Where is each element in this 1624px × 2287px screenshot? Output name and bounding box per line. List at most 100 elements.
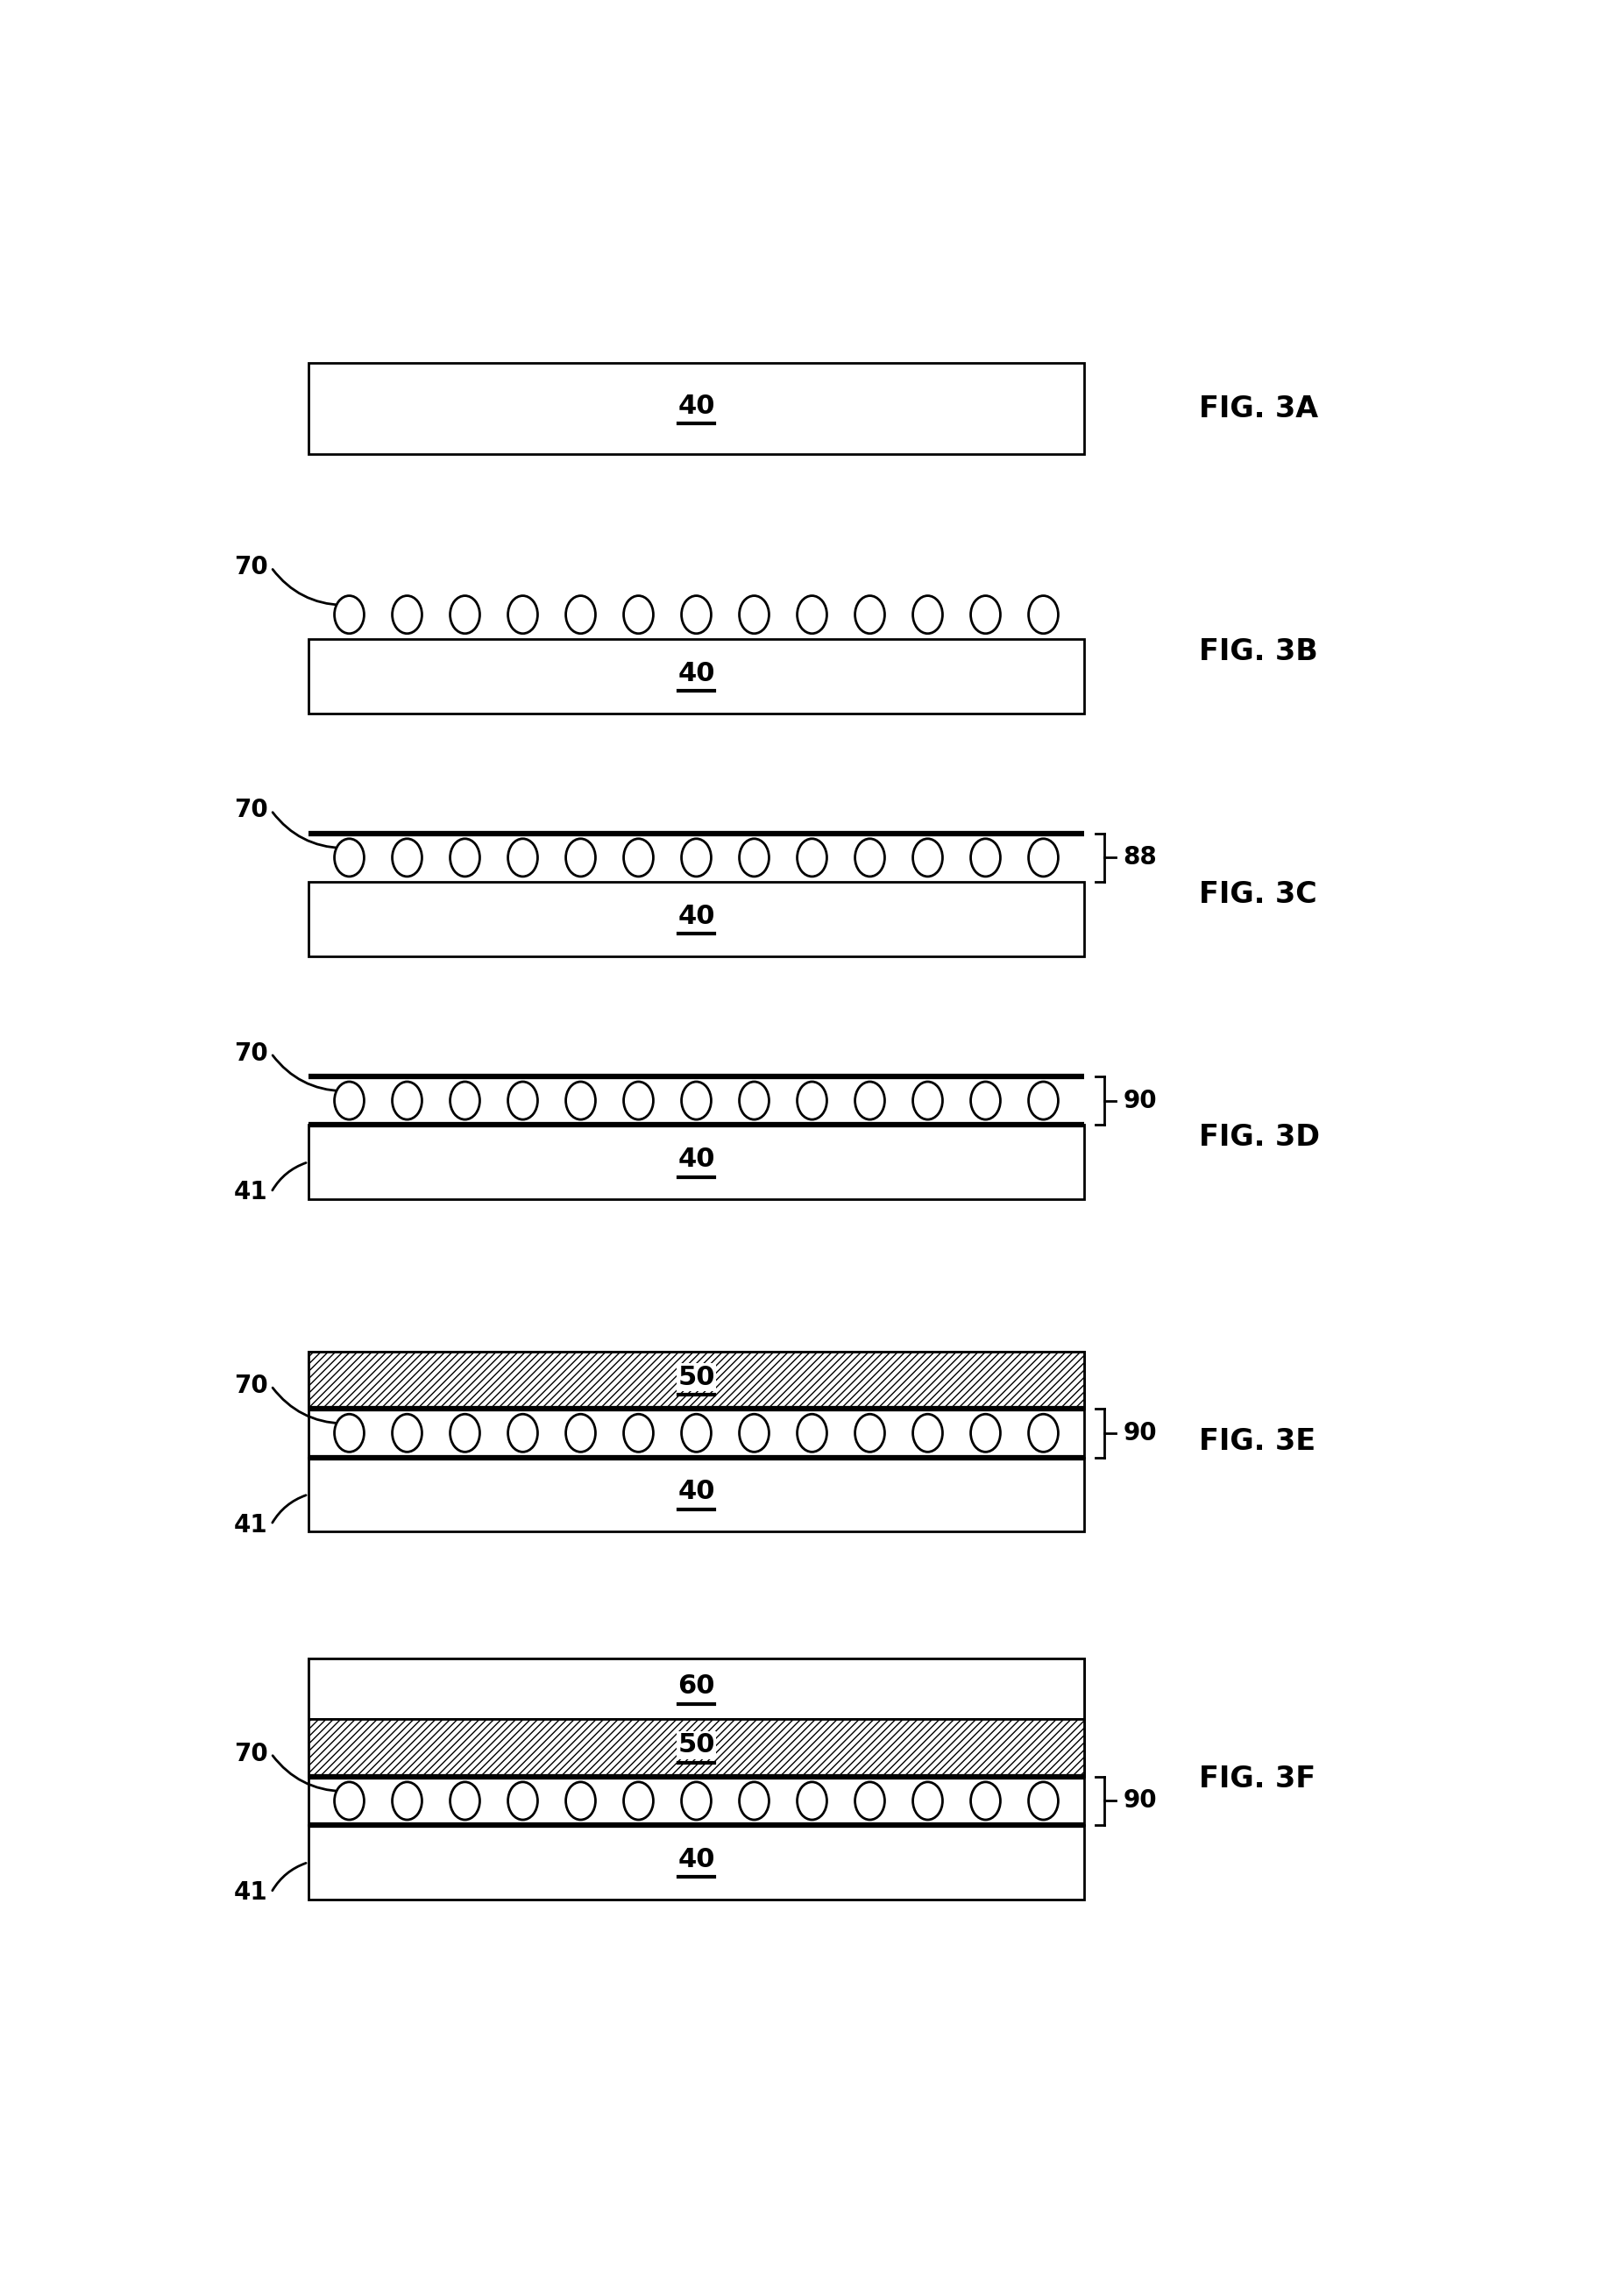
Ellipse shape [565,1082,596,1121]
Ellipse shape [913,595,942,633]
Ellipse shape [682,595,711,633]
Bar [309,1352,1085,1457]
Ellipse shape [508,839,538,876]
Text: 70: 70 [234,798,268,823]
Ellipse shape [971,839,1000,876]
Ellipse shape [624,839,653,876]
Ellipse shape [971,1782,1000,1820]
Text: FIG. 3A: FIG. 3A [1199,393,1319,423]
Text: FIG. 3C: FIG. 3C [1199,880,1317,910]
Ellipse shape [393,1782,422,1820]
Ellipse shape [1028,1782,1059,1820]
Ellipse shape [913,1082,942,1121]
Ellipse shape [393,595,422,633]
Ellipse shape [565,1782,596,1820]
Ellipse shape [682,1782,711,1820]
Ellipse shape [508,595,538,633]
Ellipse shape [971,1082,1000,1121]
Text: 40: 40 [677,393,715,419]
Ellipse shape [739,1413,770,1452]
Ellipse shape [450,1082,479,1121]
Text: 40: 40 [677,1146,715,1171]
Text: 70: 70 [234,1740,268,1766]
Ellipse shape [508,1782,538,1820]
Ellipse shape [913,839,942,876]
Ellipse shape [450,839,479,876]
Ellipse shape [1028,839,1059,876]
Ellipse shape [682,1082,711,1121]
Ellipse shape [508,1082,538,1121]
Ellipse shape [450,595,479,633]
Ellipse shape [854,595,885,633]
Text: 41: 41 [234,1512,268,1537]
Text: 40: 40 [677,903,715,929]
Ellipse shape [1028,1082,1059,1121]
Ellipse shape [508,1413,538,1452]
Text: 50: 50 [677,1365,715,1390]
Ellipse shape [971,595,1000,633]
Ellipse shape [739,1082,770,1121]
Ellipse shape [335,839,364,876]
Text: FIG. 3E: FIG. 3E [1199,1427,1315,1457]
Text: FIG. 3D: FIG. 3D [1199,1123,1320,1153]
Ellipse shape [624,1413,653,1452]
Bar [309,364,1085,455]
Ellipse shape [335,1082,364,1121]
Ellipse shape [854,1413,885,1452]
Bar [309,883,1085,956]
Ellipse shape [913,1782,942,1820]
Ellipse shape [565,839,596,876]
Ellipse shape [682,839,711,876]
Bar [309,638,1085,714]
Ellipse shape [854,839,885,876]
Ellipse shape [624,1082,653,1121]
Ellipse shape [739,1782,770,1820]
Ellipse shape [393,1413,422,1452]
Text: 40: 40 [677,1848,715,1873]
Bar [309,1825,1085,1900]
Ellipse shape [797,1082,827,1121]
Ellipse shape [335,1782,364,1820]
Bar [309,1720,1085,1777]
Ellipse shape [913,1413,942,1452]
Ellipse shape [797,1413,827,1452]
Text: 40: 40 [677,661,715,686]
Text: 90: 90 [1122,1089,1156,1114]
Text: 90: 90 [1122,1788,1156,1814]
Text: 50: 50 [677,1734,715,1759]
Ellipse shape [335,1413,364,1452]
Bar [309,1352,1085,1409]
Text: 90: 90 [1122,1420,1156,1445]
Text: 41: 41 [234,1880,268,1905]
Ellipse shape [393,839,422,876]
Bar [309,1125,1085,1198]
Text: 40: 40 [677,1480,715,1505]
Text: 70: 70 [234,1041,268,1066]
Ellipse shape [797,839,827,876]
Text: 70: 70 [234,1374,268,1397]
Ellipse shape [739,839,770,876]
Ellipse shape [854,1082,885,1121]
Ellipse shape [682,1413,711,1452]
Ellipse shape [624,1782,653,1820]
Text: 70: 70 [234,556,268,579]
Text: 41: 41 [234,1180,268,1205]
Text: 88: 88 [1122,846,1156,869]
Ellipse shape [450,1413,479,1452]
Ellipse shape [1028,595,1059,633]
Ellipse shape [565,1413,596,1452]
Bar [309,1658,1085,1720]
Ellipse shape [565,595,596,633]
Ellipse shape [854,1782,885,1820]
Text: FIG. 3F: FIG. 3F [1199,1766,1315,1793]
Ellipse shape [335,595,364,633]
Ellipse shape [797,595,827,633]
Text: FIG. 3B: FIG. 3B [1199,638,1319,666]
Ellipse shape [450,1782,479,1820]
Ellipse shape [739,595,770,633]
Ellipse shape [971,1413,1000,1452]
Ellipse shape [1028,1413,1059,1452]
Bar [309,1457,1085,1532]
Text: 60: 60 [677,1674,715,1699]
Bar [309,1658,1085,1825]
